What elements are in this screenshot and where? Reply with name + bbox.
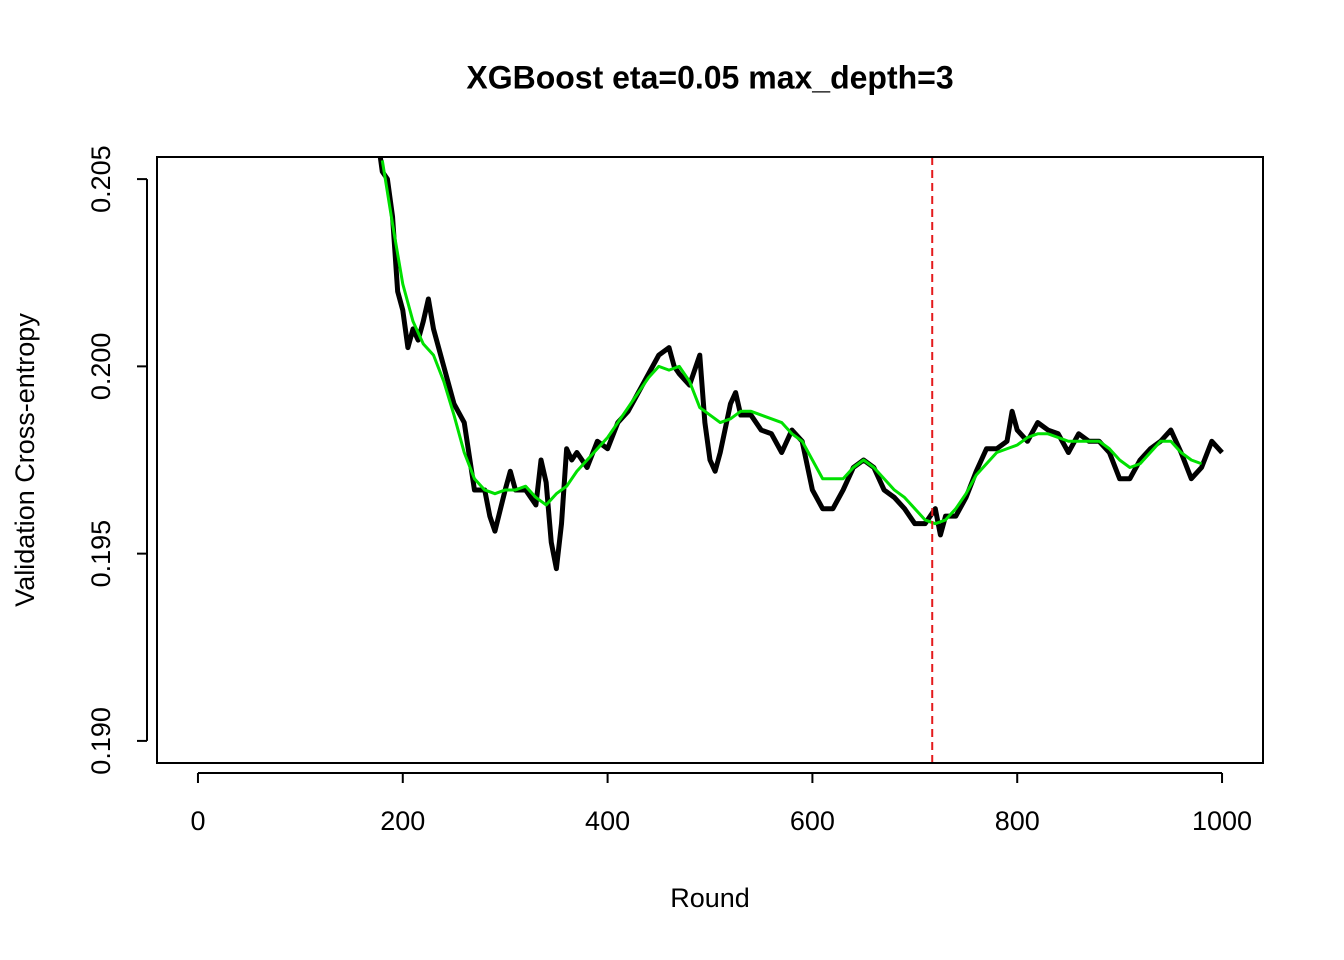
- x-tick-label: 600: [790, 806, 835, 836]
- x-tick-label: 1000: [1192, 806, 1252, 836]
- x-tick-label: 0: [190, 806, 205, 836]
- series-line: [377, 157, 1224, 572]
- chart-title: XGBoost eta=0.05 max_depth=3: [466, 59, 953, 95]
- y-tick-label: 0.200: [86, 333, 116, 401]
- y-tick-label: 0.190: [86, 707, 116, 775]
- series-line: [380, 160, 1203, 526]
- x-tick-label: 200: [380, 806, 425, 836]
- x-tick-label: 400: [585, 806, 630, 836]
- plot-area: [377, 157, 1224, 763]
- x-axis-label: Round: [670, 883, 750, 913]
- x-tick-label: 800: [995, 806, 1040, 836]
- plot-frame: [156, 156, 1264, 764]
- y-tick-label: 0.195: [86, 520, 116, 588]
- y-tick-label: 0.205: [86, 145, 116, 213]
- y-axis-label: Validation Cross-entropy: [10, 313, 40, 607]
